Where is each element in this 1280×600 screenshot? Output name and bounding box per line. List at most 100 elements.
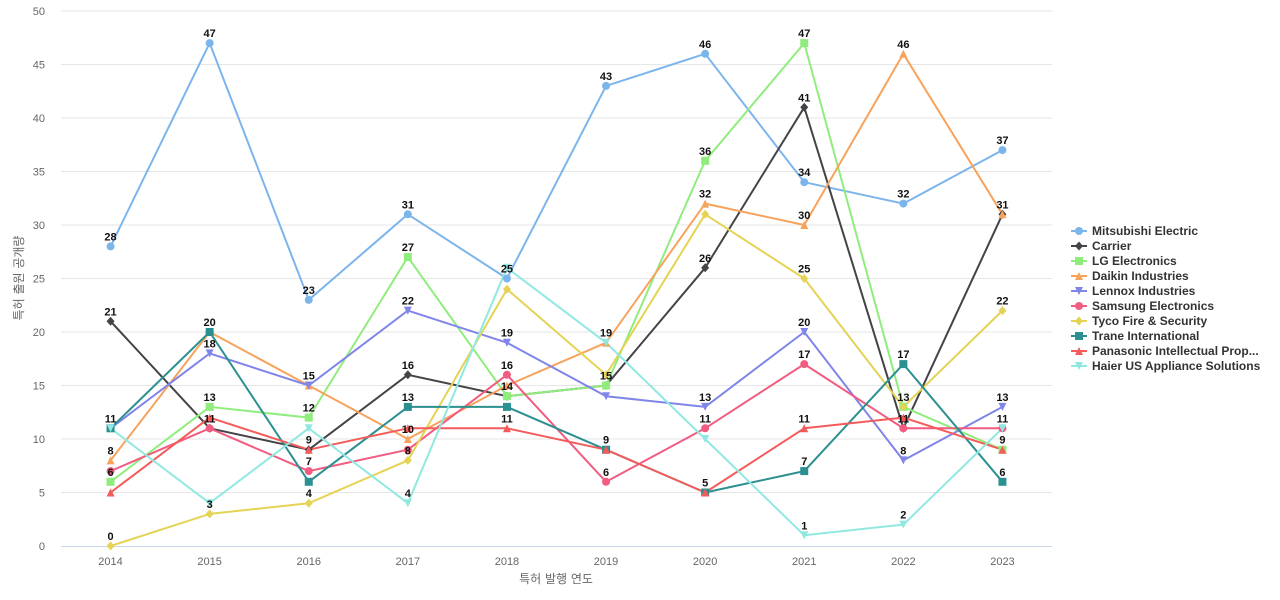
data-point bbox=[502, 370, 511, 379]
data-point bbox=[403, 402, 412, 411]
series-line bbox=[109, 266, 1004, 537]
data-point bbox=[403, 435, 412, 443]
legend-label: LG Electronics bbox=[1092, 253, 1177, 268]
data-point bbox=[205, 509, 214, 519]
data-point bbox=[602, 477, 611, 486]
data-label: 9 bbox=[999, 435, 1005, 447]
y-tick-label: 35 bbox=[33, 167, 45, 179]
data-label: 28 bbox=[104, 231, 116, 243]
data-point bbox=[800, 328, 809, 336]
data-point bbox=[899, 360, 908, 369]
x-tick-label: 2015 bbox=[197, 556, 221, 568]
data-label: 7 bbox=[306, 456, 312, 468]
data-point bbox=[800, 39, 809, 48]
legend: Mitsubishi Electric Carrier LG Electronics… bbox=[1070, 223, 1260, 373]
series-marker-group bbox=[106, 49, 1007, 465]
legend-symbol bbox=[1075, 226, 1083, 235]
y-tick-label: 20 bbox=[33, 327, 45, 339]
legend-symbol bbox=[1075, 301, 1083, 310]
data-point bbox=[701, 199, 710, 208]
legend-label: Tyco Fire & Security bbox=[1092, 313, 1208, 328]
data-label: 32 bbox=[699, 189, 711, 201]
y-tick-label: 5 bbox=[39, 488, 45, 500]
data-label: 32 bbox=[897, 189, 909, 201]
data-point bbox=[602, 392, 611, 401]
legend-symbol bbox=[1075, 241, 1083, 250]
x-tick-label: 2023 bbox=[990, 556, 1014, 568]
legend-item[interactable]: LG Electronics bbox=[1070, 253, 1260, 268]
data-point bbox=[800, 102, 809, 112]
data-point bbox=[899, 413, 908, 422]
legend-item[interactable]: Carrier bbox=[1070, 238, 1260, 253]
y-tick-label: 30 bbox=[33, 220, 45, 232]
series-marker-group bbox=[106, 209, 1007, 551]
x-axis-ticks: 2014 2015 2016 2017 2018 2019 2020 2021 2022 2023 bbox=[98, 556, 1014, 568]
legend-marker-icon bbox=[1071, 316, 1087, 325]
legend-item[interactable]: Tyco Fire & Security bbox=[1070, 313, 1260, 328]
series-lines bbox=[109, 42, 1004, 547]
data-label: 47 bbox=[204, 28, 216, 40]
data-label: 25 bbox=[501, 264, 513, 276]
data-point bbox=[403, 370, 412, 380]
x-tick-label: 2016 bbox=[297, 556, 321, 568]
data-point bbox=[899, 49, 908, 58]
data-point bbox=[602, 81, 611, 90]
data-point bbox=[998, 477, 1007, 486]
y-tick-label: 45 bbox=[33, 60, 45, 72]
data-label: 9 bbox=[306, 435, 312, 447]
x-tick-label: 2017 bbox=[396, 556, 420, 568]
data-point bbox=[998, 146, 1007, 155]
legend-label: Mitsubishi Electric bbox=[1092, 223, 1199, 238]
legend-symbol bbox=[1075, 331, 1083, 340]
data-point bbox=[701, 209, 710, 219]
legend-symbol bbox=[1075, 346, 1083, 355]
data-label: 15 bbox=[600, 371, 612, 383]
grid-lines bbox=[61, 10, 1052, 493]
data-label: 17 bbox=[897, 349, 909, 361]
data-label: 22 bbox=[402, 296, 414, 308]
data-point bbox=[602, 370, 611, 380]
legend-marker-icon bbox=[1071, 346, 1087, 355]
data-label: 21 bbox=[104, 306, 116, 318]
data-label: 13 bbox=[402, 392, 414, 404]
data-label: 6 bbox=[107, 467, 113, 479]
data-label: 31 bbox=[402, 199, 414, 211]
legend-item[interactable]: Daikin Industries bbox=[1070, 268, 1260, 283]
data-point bbox=[701, 402, 710, 411]
data-point bbox=[304, 498, 313, 508]
data-point bbox=[701, 156, 710, 165]
data-point bbox=[403, 253, 412, 262]
legend-item[interactable]: Lennox Industries bbox=[1070, 283, 1260, 298]
series-line bbox=[109, 416, 1004, 494]
legend-label: Trane International bbox=[1092, 328, 1200, 343]
data-point bbox=[800, 424, 809, 433]
y-tick-label: 0 bbox=[39, 541, 45, 553]
data-label: 4 bbox=[405, 488, 412, 500]
series-marker-group bbox=[106, 413, 1007, 497]
y-tick-label: 10 bbox=[33, 434, 45, 446]
legend-item[interactable]: Panasonic Intellectual Prop... bbox=[1070, 343, 1260, 358]
legend-item[interactable]: Samsung Electronics bbox=[1070, 298, 1260, 313]
data-label: 23 bbox=[303, 285, 315, 297]
legend-item[interactable]: Haier US Appliance Solutions bbox=[1070, 358, 1260, 373]
series-line bbox=[109, 42, 1004, 483]
x-tick-label: 2022 bbox=[891, 556, 915, 568]
data-point bbox=[106, 467, 115, 476]
data-point bbox=[800, 531, 809, 540]
legend-symbol bbox=[1075, 286, 1083, 295]
legend-symbol bbox=[1075, 271, 1083, 280]
data-label: 8 bbox=[900, 445, 906, 457]
x-tick-label: 2020 bbox=[693, 556, 717, 568]
legend-item[interactable]: Trane International bbox=[1070, 328, 1260, 343]
data-point bbox=[998, 424, 1007, 433]
data-point bbox=[602, 445, 611, 454]
data-label: 13 bbox=[699, 392, 711, 404]
y-tick-label: 25 bbox=[33, 274, 45, 286]
data-point bbox=[403, 499, 412, 508]
data-point bbox=[304, 477, 313, 486]
y-axis-ticks: 0 5 10 15 20 25 30 35 40 45 50 bbox=[33, 6, 45, 553]
x-tick-label: 2014 bbox=[98, 556, 122, 568]
data-label: 18 bbox=[204, 338, 216, 350]
data-point bbox=[502, 284, 511, 294]
legend-item[interactable]: Mitsubishi Electric bbox=[1070, 223, 1260, 238]
